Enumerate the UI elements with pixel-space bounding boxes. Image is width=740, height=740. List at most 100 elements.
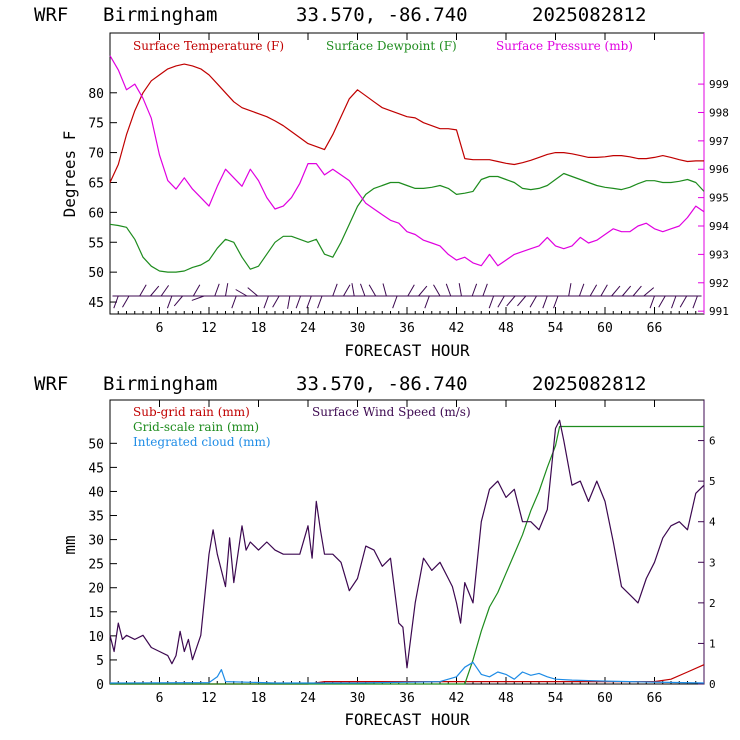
series-surface-dewpoint-f: [109, 172, 705, 273]
y-tick-label: 80: [88, 87, 104, 102]
wind-barb: [166, 295, 173, 309]
panel1-coords: 33.570, -86.740: [296, 4, 468, 26]
wind-barb: [632, 285, 642, 297]
y2-tick-label: 998: [709, 106, 729, 119]
wind-barb: [150, 285, 160, 297]
y2-tick-label: 991: [709, 305, 729, 318]
wind-barb: [263, 295, 269, 309]
x-tick-label: 54: [548, 321, 564, 336]
wind-barb: [506, 295, 516, 307]
wind-barb: [482, 283, 488, 297]
legend-integrated-cloud: Integrated cloud (mm): [133, 435, 271, 449]
x-tick-label: 66: [647, 321, 663, 336]
panel1-header: WRF Birmingham 33.570, -86.740 202508281…: [34, 4, 646, 26]
panel2-station: Birmingham: [103, 373, 217, 395]
y2-tick-label: 997: [709, 135, 729, 148]
legend-temperature: Surface Temperature (F): [133, 39, 284, 53]
wind-barb: [529, 295, 537, 308]
panel2-init: 2025082812: [532, 373, 646, 395]
panel1-series: [109, 55, 705, 273]
panel2-legend: Sub-grid rain (mm) Grid-scale rain (mm) …: [133, 405, 471, 449]
y-tick-label: 20: [88, 582, 104, 597]
panel2-xlabel: FORECAST HOUR: [344, 710, 470, 729]
wind-barb: [433, 284, 441, 297]
x-tick-label: 36: [399, 321, 415, 336]
x-tick-label: 48: [498, 321, 514, 336]
x-tick-label: 30: [350, 691, 366, 706]
wind-barb: [287, 295, 291, 309]
wind-barb: [649, 295, 655, 309]
wind-barb: [517, 295, 527, 307]
panel1-legend: Surface Temperature (F) Surface Dewpoint…: [133, 39, 633, 53]
wind-barb: [445, 283, 452, 297]
wind-barb: [360, 283, 366, 297]
y-tick-label: 45: [88, 296, 104, 311]
wind-barb: [458, 283, 462, 297]
x-tick-label: 48: [498, 691, 514, 706]
x-tick-label: 54: [548, 691, 564, 706]
y2-tick-label: 993: [709, 248, 729, 261]
wind-barb: [122, 295, 130, 308]
wind-barb: [568, 283, 572, 297]
panel2-header: WRF Birmingham 33.570, -86.740 202508281…: [34, 373, 646, 395]
legend-dewpoint: Surface Dewpoint (F): [326, 39, 457, 53]
panel1-xlabel: FORECAST HOUR: [344, 341, 470, 360]
wind-barb: [214, 283, 220, 297]
x-tick-label: 6: [156, 321, 164, 336]
wind-barb: [407, 284, 415, 297]
wind-barb: [600, 284, 608, 297]
wind-barb: [139, 284, 147, 297]
x-tick-label: 12: [201, 321, 217, 336]
wind-barb: [192, 284, 201, 297]
wind-barb: [368, 284, 377, 297]
y-tick-label: 30: [88, 534, 104, 549]
wind-barb: [578, 283, 585, 297]
wind-barbs: [112, 283, 702, 309]
y-tick-label: 0: [96, 678, 104, 693]
series-surface-wind-speed-m-s: [109, 419, 705, 669]
panel2-coords: 33.570, -86.740: [296, 373, 468, 395]
wind-barb: [160, 285, 170, 297]
wind-barb: [231, 295, 237, 309]
x-tick-label: 42: [449, 691, 465, 706]
y-tick-label: 15: [88, 606, 104, 621]
wind-barb: [235, 289, 248, 297]
x-tick-label: 42: [449, 321, 465, 336]
y-tick-label: 50: [88, 266, 104, 281]
y2-tick-label: 996: [709, 163, 729, 176]
y2-tick-label: 994: [709, 220, 729, 233]
y-tick-label: 60: [88, 206, 104, 221]
x-tick-label: 18: [251, 691, 267, 706]
legend-subgrid-rain: Sub-grid rain (mm): [133, 405, 250, 419]
y-tick-label: 55: [88, 236, 104, 251]
y-tick-label: 10: [88, 630, 104, 645]
panel2-ylabel: mm: [60, 535, 79, 554]
y-tick-label: 25: [88, 558, 104, 573]
series-integrated-cloud-mm: [109, 661, 705, 684]
wind-barb: [611, 285, 621, 297]
panel1-ticks: 6 12 18 24 30 36 42 48 54 60 66 45 50 55 60 65 70 75 80 991…: [88, 33, 729, 336]
wind-barb: [589, 284, 598, 297]
x-tick-label: 24: [300, 321, 316, 336]
y-tick-label: 5: [96, 654, 104, 669]
wind-barb: [295, 295, 302, 309]
wind-barb: [621, 285, 632, 297]
y2-tick-label: 999: [709, 78, 729, 91]
y2-tick-label: 995: [709, 192, 729, 205]
wind-barb: [658, 295, 666, 308]
x-tick-label: 60: [597, 691, 613, 706]
x-tick-label: 60: [597, 321, 613, 336]
wind-barb: [191, 295, 205, 301]
wind-barb: [671, 295, 677, 309]
wind-barb: [471, 283, 478, 297]
series-grid-scale-rain-mm: [110, 425, 704, 685]
y2-tick-label: 0: [709, 678, 716, 691]
y-tick-label: 45: [88, 461, 104, 476]
wind-barb: [692, 295, 698, 309]
x-tick-label: 18: [251, 321, 267, 336]
wind-barb: [418, 285, 428, 297]
y2-tick-label: 992: [709, 277, 729, 290]
y2-tick-label: 2: [709, 597, 716, 610]
